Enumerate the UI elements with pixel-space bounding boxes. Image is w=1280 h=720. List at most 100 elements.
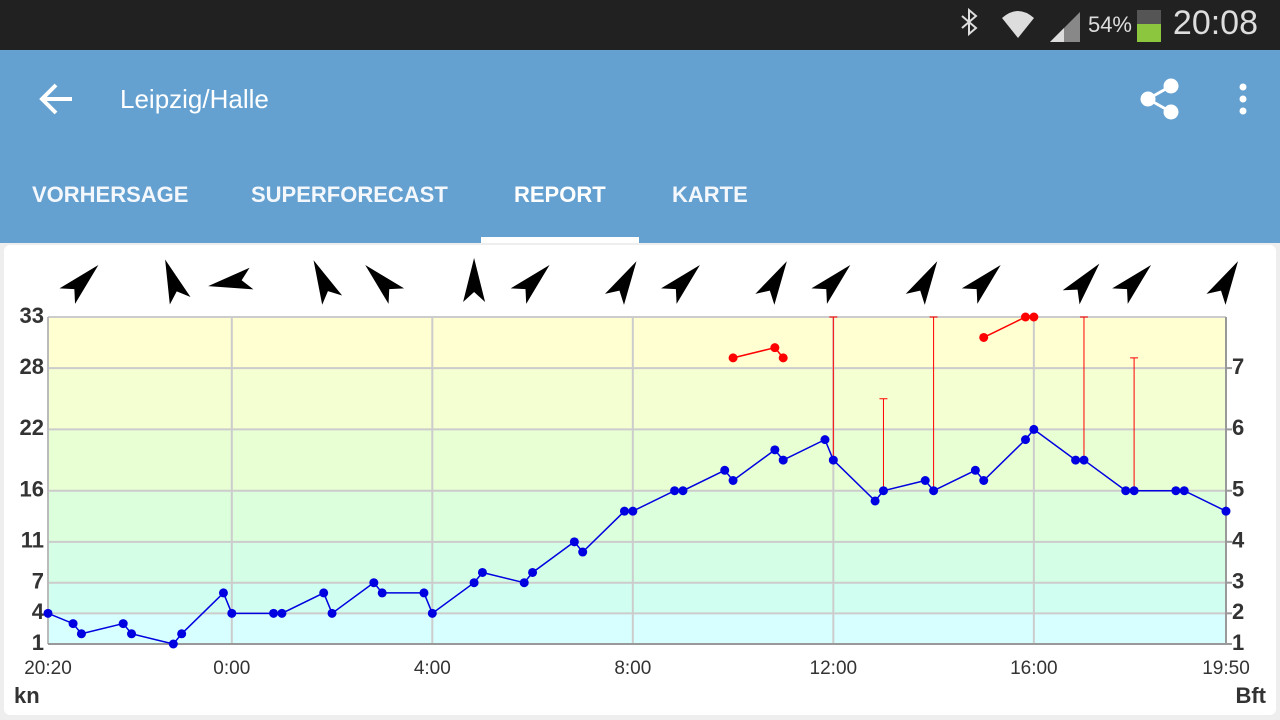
x-tick-label: 16:00 <box>1010 658 1058 679</box>
wind-point <box>828 455 838 465</box>
share-button[interactable] <box>1140 78 1179 120</box>
wind-point <box>569 537 579 547</box>
y-tick-label: 11 <box>21 528 44 553</box>
y2-tick-label: 3 <box>1232 569 1244 594</box>
wind-arrow <box>661 265 700 304</box>
wind-point <box>519 578 529 588</box>
wind-point <box>929 486 939 496</box>
band <box>48 541 1226 583</box>
y-axis-label: kn <box>14 683 40 708</box>
x-tick-label: 20:20 <box>24 658 72 679</box>
wind-point <box>327 608 337 618</box>
gust-point <box>1029 312 1039 322</box>
tab-active[interactable]: REPORT <box>514 182 606 207</box>
wind-arrow <box>165 259 191 305</box>
tab[interactable]: SUPERFORECAST <box>251 182 448 207</box>
status-icons: 54% 20:08 <box>961 4 1258 42</box>
y-tick-label: 28 <box>20 354 44 379</box>
wind-point <box>1121 486 1131 496</box>
wind-arrow <box>1062 263 1100 305</box>
wifi-icon <box>1002 11 1034 38</box>
tab[interactable]: KARTE <box>672 182 748 207</box>
y2-tick-label: 6 <box>1232 415 1244 440</box>
tab[interactable]: VORHERSAGE <box>32 182 189 207</box>
app-title: Leipzig/Halle <box>120 84 269 114</box>
y-tick-label: 16 <box>20 477 44 502</box>
wind-point <box>377 588 387 598</box>
wind-arrow <box>313 260 343 305</box>
y2-axis-label: Bft <box>1235 683 1266 708</box>
wind-point <box>728 476 738 485</box>
gust-point <box>778 353 788 363</box>
signal-level <box>1050 28 1064 42</box>
wind-arrow <box>811 265 851 304</box>
wind-point <box>820 435 830 445</box>
y-tick-label: 1 <box>32 630 44 655</box>
wind-point <box>127 629 137 639</box>
wind-point <box>68 619 78 629</box>
wind-point <box>778 455 788 465</box>
wind-point <box>1071 455 1081 465</box>
wind-point <box>920 476 930 485</box>
x-tick-label: 0:00 <box>213 658 250 679</box>
y-tick-label: 22 <box>20 415 44 440</box>
wind-arrow <box>365 265 405 304</box>
wind-point <box>870 496 880 506</box>
y2-tick-label: 4 <box>1232 528 1245 553</box>
wind-point <box>979 476 989 485</box>
gust-point <box>1020 312 1030 322</box>
wind-point <box>720 465 730 475</box>
wind-point <box>419 588 429 598</box>
wind-point <box>118 619 128 629</box>
wind-arrow <box>755 261 787 305</box>
wind-point <box>227 608 237 618</box>
gust-point <box>979 332 989 342</box>
wind-arrow <box>463 258 486 302</box>
wind-arrow <box>208 267 254 290</box>
status-bar: 54% 20:08 <box>0 0 1280 50</box>
wind-point <box>1079 455 1089 465</box>
app-bar: Leipzig/Halle VORHERSAGE SUPERFORECAST R… <box>0 50 1280 243</box>
back-button[interactable] <box>39 83 72 115</box>
wind-point <box>1171 486 1181 496</box>
wind-point <box>578 547 588 557</box>
wind-point <box>319 588 329 598</box>
band <box>48 368 1226 430</box>
wind-point <box>1129 486 1139 496</box>
wind-point <box>469 578 479 588</box>
y2-tick-label: 7 <box>1232 354 1244 379</box>
wind-point <box>1029 424 1039 434</box>
wind-point <box>369 578 379 588</box>
band <box>48 490 1226 542</box>
wind-point <box>218 588 228 598</box>
wind-point <box>43 608 53 618</box>
wind-point <box>168 639 178 649</box>
x-tick-label: 4:00 <box>414 658 451 679</box>
wind-point <box>76 629 86 639</box>
wind-point <box>1221 506 1231 516</box>
wind-point <box>970 465 980 475</box>
band <box>48 582 1226 614</box>
wind-arrow <box>1112 265 1152 304</box>
wind-arrow <box>961 265 1001 304</box>
battery-text: 54% <box>1088 12 1132 37</box>
wind-point <box>628 506 638 516</box>
wind-point <box>177 629 187 639</box>
wind-arrow <box>510 265 550 304</box>
wind-point <box>770 445 780 455</box>
wind-point <box>878 486 888 496</box>
gust-point <box>728 353 738 363</box>
wind-point <box>678 486 688 496</box>
clock: 20:08 <box>1173 4 1258 42</box>
wind-arrow <box>604 261 637 305</box>
wind-point <box>477 567 487 577</box>
menu-button[interactable] <box>1239 83 1247 115</box>
y-tick-label: 7 <box>32 569 44 594</box>
y2-tick-label: 5 <box>1232 477 1244 502</box>
band <box>48 317 1226 369</box>
wind-point <box>619 506 629 516</box>
battery-level <box>1137 24 1161 42</box>
bluetooth-icon <box>961 7 978 37</box>
